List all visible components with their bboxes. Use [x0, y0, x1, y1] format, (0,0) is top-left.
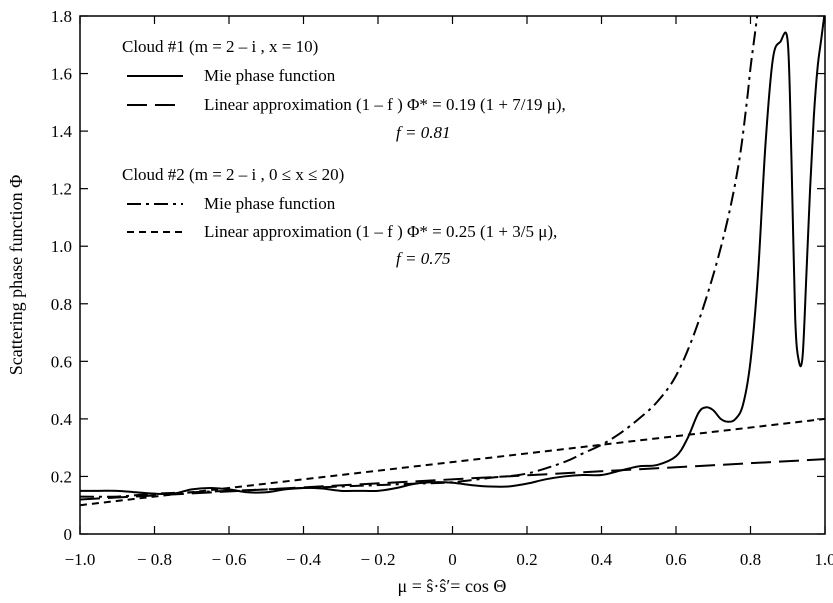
y-tick-label: 1.8 [51, 7, 72, 26]
series-cloud-1-linear-approximation [80, 458, 825, 501]
legend-cloud2-mie: Mie phase function [204, 194, 336, 213]
series-cloud-2-mie-phase-function [80, 16, 759, 498]
x-tick-label: 0.2 [516, 550, 537, 569]
x-tick-label: − 0.2 [360, 550, 395, 569]
x-tick-label: − 0.6 [211, 550, 246, 569]
y-tick-label: 0.8 [51, 295, 72, 314]
series-cloud-2-linear-approximation [80, 417, 825, 507]
y-tick-label: 1.0 [51, 237, 72, 256]
series-layer [80, 16, 825, 507]
legend-cloud2-f: f = 0.75 [396, 249, 450, 268]
legend-cloud2-title: Cloud #2 (m = 2 – i , 0 ≤ x ≤ 20) [122, 165, 344, 184]
legend-cloud1-mie: Mie phase function [204, 66, 336, 85]
legend-cloud2-linear: Linear approximation (1 – f ) Φ* = 0.25 … [204, 222, 557, 241]
x-tick-label: 1.0 [814, 550, 833, 569]
legend-cloud1-linear: Linear approximation (1 – f ) Φ* = 0.19 … [204, 95, 566, 114]
x-tick-label: − 0.8 [137, 550, 172, 569]
y-tick-label: 0.4 [51, 410, 73, 429]
y-tick-label: 1.4 [51, 122, 73, 141]
y-axis-title: Scattering phase function Φ [6, 175, 26, 376]
y-tick-label: 1.2 [51, 180, 72, 199]
axis-ticks: −1.0 − 0.8 − 0.6 − 0.4 − 0.2 0 0.2 0.4 0.6 0.8 1.0… [51, 7, 833, 569]
y-tick-label: 0 [64, 525, 73, 544]
x-axis-title: μ = ŝ·ŝ′= cos Θ [398, 576, 507, 596]
legend: Cloud #1 (m = 2 – i , x = 10) Mie phase … [122, 37, 566, 268]
x-tick-label: 0.4 [591, 550, 613, 569]
legend-cloud1-f: f = 0.81 [396, 123, 450, 142]
x-tick-label: 0.6 [665, 550, 686, 569]
x-tick-label: 0 [448, 550, 457, 569]
x-tick-label: 0.8 [740, 550, 761, 569]
y-tick-label: 1.6 [51, 65, 72, 84]
legend-cloud1-title: Cloud #1 (m = 2 – i , x = 10) [122, 37, 318, 56]
y-tick-label: 0.2 [51, 467, 72, 486]
series-cloud-1-mie-phase-function [80, 16, 825, 496]
y-tick-label: 0.6 [51, 352, 72, 371]
x-tick-label: −1.0 [65, 550, 96, 569]
x-tick-label: − 0.4 [286, 550, 322, 569]
